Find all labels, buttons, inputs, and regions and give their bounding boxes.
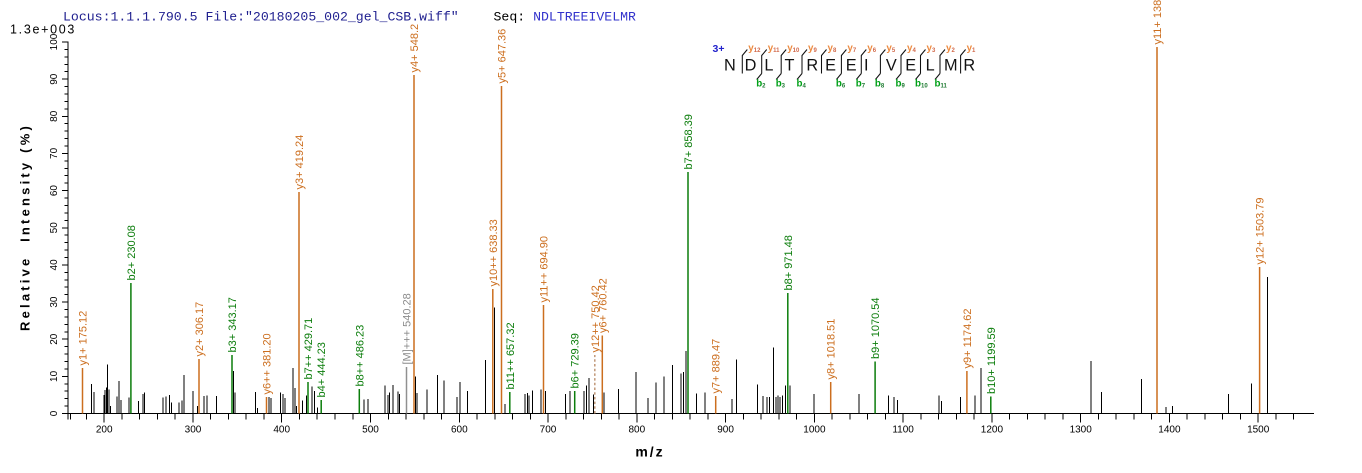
svg-text:b7++ 429.71: b7++ 429.71 [303,318,315,380]
svg-text:b9+ 1070.54: b9+ 1070.54 [870,298,882,359]
svg-text:80: 80 [49,110,60,122]
svg-text:1000: 1000 [803,425,826,436]
svg-text:30: 30 [49,296,60,308]
svg-text:M: M [944,57,958,75]
svg-text:y2+ 306.17: y2+ 306.17 [194,302,206,357]
svg-text:y12: y12 [748,43,761,54]
svg-text:100: 100 [49,33,60,50]
svg-text:y3+ 419.24: y3+ 419.24 [294,135,306,190]
svg-text:T: T [785,57,795,75]
svg-text:b3: b3 [776,79,786,90]
svg-text:1.3e+003: 1.3e+003 [10,23,76,37]
svg-text:y4: y4 [907,43,916,54]
svg-text:70: 70 [49,147,60,159]
svg-text:0: 0 [49,410,60,416]
svg-text:y5: y5 [886,43,895,54]
svg-text:y11++ 694.90: y11++ 694.90 [539,236,551,302]
svg-text:y6++ 381.20: y6++ 381.20 [262,333,274,394]
svg-text:b6: b6 [836,79,846,90]
svg-text:b10+ 1199.59: b10+ 1199.59 [986,327,998,394]
svg-text:b9: b9 [896,79,906,90]
svg-text:Seq: NDLTREEIVELMR: Seq: NDLTREEIVELMR [494,10,637,25]
svg-text:y10++ 638.33: y10++ 638.33 [488,219,500,286]
svg-text:600: 600 [451,425,468,436]
svg-text:y8+ 1018.51: y8+ 1018.51 [826,319,838,380]
svg-text:10: 10 [49,370,60,382]
svg-text:V: V [886,57,897,75]
svg-text:800: 800 [628,425,645,436]
svg-text:b11: b11 [935,79,948,90]
svg-text:300: 300 [185,425,202,436]
svg-text:y11: y11 [768,43,780,54]
svg-text:b8: b8 [875,79,885,90]
svg-text:40: 40 [49,259,60,271]
svg-text:b8++ 486.23: b8++ 486.23 [354,325,366,387]
svg-text:R: R [963,57,975,75]
svg-text:700: 700 [540,425,557,436]
svg-text:b7+ 858.39: b7+ 858.39 [683,114,695,169]
svg-text:Locus:1.1.1.790.5 File:"201802: Locus:1.1.1.790.5 File:"20180205_002_gel… [63,10,459,25]
svg-text:b2: b2 [756,79,766,90]
svg-text:y1+ 175.12: y1+ 175.12 [78,311,90,366]
svg-text:y4+ 548.2: y4+ 548.2 [409,24,421,73]
svg-text:b8+ 971.48: b8+ 971.48 [783,235,795,290]
svg-text:b10: b10 [915,79,928,90]
svg-text:Relative Intensity (%): Relative Intensity (%) [18,123,33,331]
svg-text:y6+ 760.42: y6+ 760.42 [597,278,609,333]
svg-text:400: 400 [273,425,290,436]
svg-text:1400: 1400 [1158,425,1181,436]
svg-text:500: 500 [362,425,379,436]
svg-text:b4+ 444.23: b4+ 444.23 [316,342,328,397]
svg-text:N: N [724,57,736,75]
svg-text:200: 200 [96,425,113,436]
svg-text:b7: b7 [856,79,866,90]
svg-text:90: 90 [49,73,60,85]
svg-text:[M]+++ 540.28: [M]+++ 540.28 [402,293,414,364]
svg-text:y3: y3 [927,43,936,54]
svg-text:20: 20 [49,333,60,345]
svg-text:b11++ 657.32: b11++ 657.32 [505,322,517,389]
svg-text:50: 50 [49,222,60,234]
svg-text:D: D [745,57,757,75]
svg-text:y12+ 1503.79: y12+ 1503.79 [1255,198,1267,265]
svg-text:E: E [846,57,857,75]
svg-text:900: 900 [717,425,734,436]
svg-text:y12++ 750.42: y12++ 750.42 [590,285,602,352]
svg-text:y1: y1 [967,43,976,54]
svg-text:m/z: m/z [635,444,664,460]
svg-text:y5+ 647.36: y5+ 647.36 [497,29,509,84]
svg-text:y8: y8 [828,43,837,54]
svg-text:1500: 1500 [1247,425,1270,436]
svg-text:b2+ 230.08: b2+ 230.08 [126,225,138,280]
svg-text:3+: 3+ [713,43,725,55]
svg-text:y2: y2 [946,43,955,54]
svg-text:y7: y7 [847,43,856,54]
svg-text:L: L [926,57,935,75]
svg-text:L: L [764,57,773,75]
svg-text:b4: b4 [797,79,807,90]
svg-text:y7+ 889.47: y7+ 889.47 [711,339,723,394]
svg-text:y6: y6 [867,43,876,54]
svg-text:E: E [825,57,836,75]
svg-text:y9+ 1174.62: y9+ 1174.62 [962,308,974,368]
svg-text:b6+ 729.39: b6+ 729.39 [570,333,582,388]
svg-text:y11+ 1385.76: y11+ 1385.76 [1152,0,1164,45]
svg-text:60: 60 [49,185,60,197]
svg-text:y9: y9 [808,43,817,54]
svg-text:1200: 1200 [981,425,1004,436]
svg-text:1100: 1100 [892,425,914,436]
svg-text:b3+ 343.17: b3+ 343.17 [227,297,239,352]
svg-text:R: R [806,57,818,75]
svg-text:I: I [864,57,869,75]
svg-text:1300: 1300 [1070,425,1093,436]
svg-text:y10: y10 [787,43,800,54]
svg-text:E: E [905,57,916,75]
